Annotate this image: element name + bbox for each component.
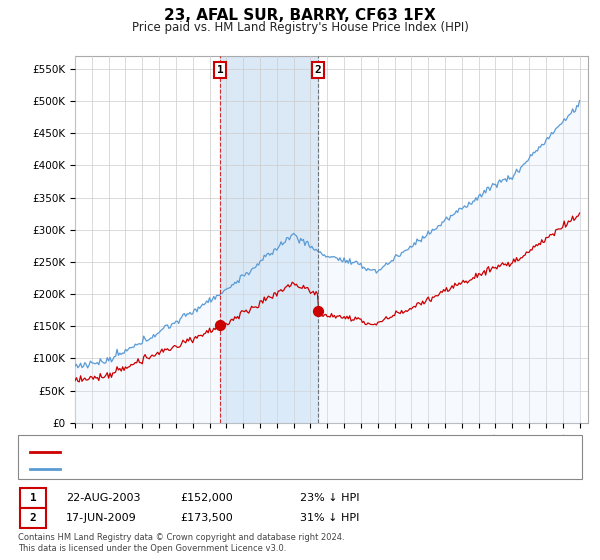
Text: 23% ↓ HPI: 23% ↓ HPI bbox=[300, 493, 359, 503]
Text: 2: 2 bbox=[315, 65, 322, 75]
Text: 23, AFAL SUR, BARRY, CF63 1FX: 23, AFAL SUR, BARRY, CF63 1FX bbox=[164, 8, 436, 24]
Text: 17-JUN-2009: 17-JUN-2009 bbox=[66, 513, 137, 523]
Point bbox=[215, 320, 225, 329]
Text: 1: 1 bbox=[29, 493, 37, 503]
Text: Contains HM Land Registry data © Crown copyright and database right 2024.: Contains HM Land Registry data © Crown c… bbox=[18, 533, 344, 542]
Text: Price paid vs. HM Land Registry's House Price Index (HPI): Price paid vs. HM Land Registry's House … bbox=[131, 21, 469, 34]
Text: 31% ↓ HPI: 31% ↓ HPI bbox=[300, 513, 359, 523]
Text: 2: 2 bbox=[29, 513, 37, 523]
Text: £173,500: £173,500 bbox=[180, 513, 233, 523]
Text: This data is licensed under the Open Government Licence v3.0.: This data is licensed under the Open Gov… bbox=[18, 544, 286, 553]
Point bbox=[313, 307, 323, 316]
Text: 22-AUG-2003: 22-AUG-2003 bbox=[66, 493, 140, 503]
Text: HPI: Average price, detached house, Vale of Glamorgan: HPI: Average price, detached house, Vale… bbox=[66, 464, 369, 474]
Text: 1: 1 bbox=[217, 65, 224, 75]
Bar bbox=[220, 56, 318, 423]
Text: 23, AFAL SUR, BARRY, CF63 1FX (detached house): 23, AFAL SUR, BARRY, CF63 1FX (detached … bbox=[66, 447, 341, 458]
Text: £152,000: £152,000 bbox=[180, 493, 233, 503]
